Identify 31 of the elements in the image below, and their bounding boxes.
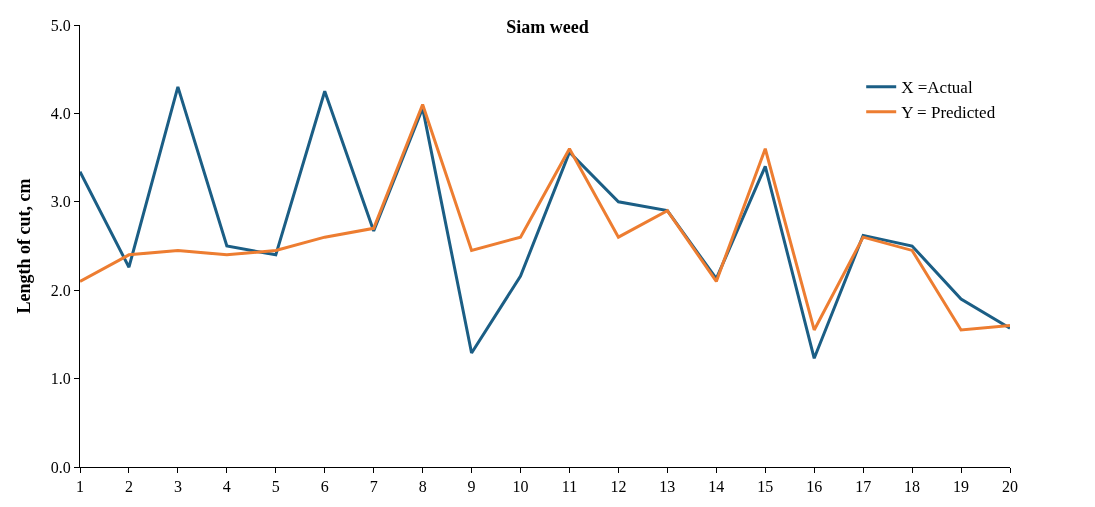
y-tick-label: 5.0 — [50, 16, 71, 34]
x-tick-label: 8 — [418, 478, 427, 496]
x-tick-label: 9 — [467, 478, 476, 496]
x-tick-label: 5 — [271, 478, 280, 496]
chart-title: Siam weed — [506, 16, 589, 37]
line-series — [80, 103, 1010, 332]
x-tick-label: 12 — [610, 478, 627, 496]
x-tick-label: 15 — [757, 478, 774, 496]
x-tick-label: 20 — [1002, 478, 1018, 496]
y-tick-label: 1.0 — [50, 370, 71, 388]
y-tick-label: 3.0 — [50, 193, 71, 211]
x-tick-label: 13 — [659, 478, 676, 496]
y-tick-label: 2.0 — [50, 281, 71, 299]
y-axis-title: Length of cut, cm — [14, 178, 34, 314]
x-tick-label: 18 — [904, 478, 921, 496]
x-tick-label: 17 — [855, 478, 872, 496]
x-tick-label: 2 — [124, 478, 133, 496]
x-tick-label: 4 — [222, 478, 231, 496]
x-tick-label: 6 — [320, 478, 329, 496]
x-tick-label: 11 — [561, 478, 578, 496]
x-tick-label: 14 — [708, 478, 725, 496]
x-tick-label: 16 — [806, 478, 823, 496]
y-tick-label: 0.0 — [50, 458, 71, 476]
x-tick-label: 7 — [369, 478, 378, 496]
x-tick-label: 10 — [512, 478, 529, 496]
legend-label: Y = Predicted — [901, 103, 996, 123]
x-tick-label: 1 — [76, 478, 84, 496]
legend-label: X =Actual — [901, 78, 973, 98]
x-tick-label: 19 — [953, 478, 970, 496]
x-tick-label: 3 — [173, 478, 182, 496]
y-tick-label: 4.0 — [50, 105, 71, 122]
